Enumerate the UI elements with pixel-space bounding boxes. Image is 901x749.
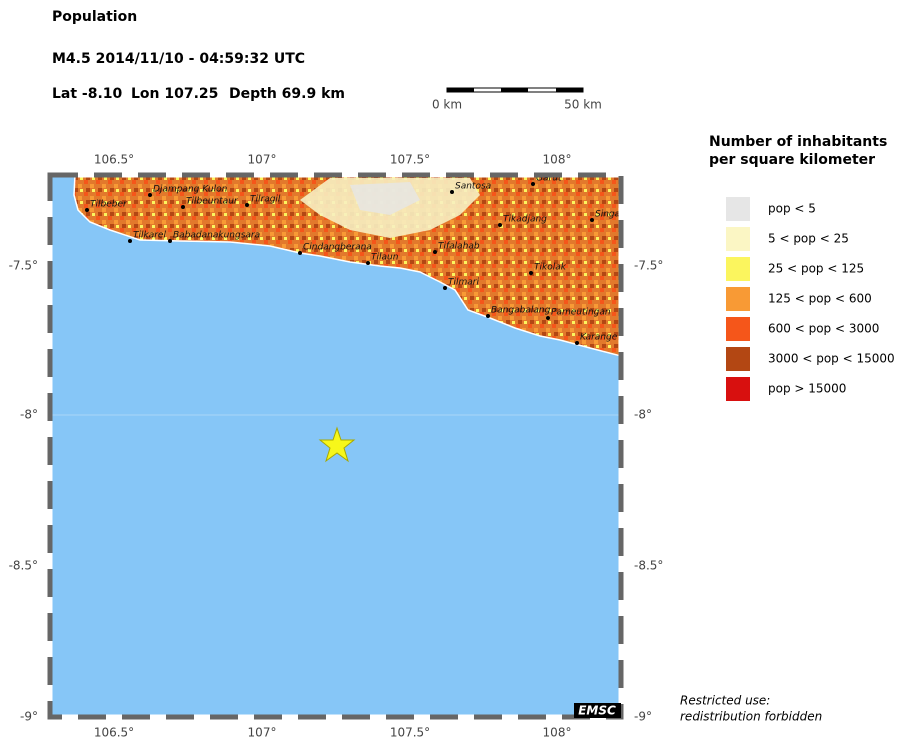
place-label: Tilbeuntaur [186,197,239,207]
lat-label: -7.5° [634,259,663,273]
legend-swatch [726,347,750,371]
scale-end: 50 km [564,98,602,112]
place-dot [443,286,447,290]
place-label: Santosa [455,182,491,192]
place-dot [366,261,370,265]
place-label: Tikadjang [503,215,547,225]
place-dot [85,208,89,212]
place-label: Bangabalang [491,306,551,316]
place-label: Tikolak [534,263,567,273]
longitude: Lon 107.25 [131,86,218,102]
legend-title: Number of inhabitants [709,134,887,150]
place-dot [498,223,502,227]
lat-label: -8.5° [634,559,663,573]
legend-label: 600 < pop < 3000 [768,322,879,336]
note: Restricted use: [680,694,770,708]
place-label: Cindangberana [303,243,372,253]
legend-label: 125 < pop < 600 [768,292,872,306]
latitude: Lat -8.10 [52,86,123,102]
note: redistribution forbidden [680,710,822,724]
lat-label: -9° [20,710,38,724]
place-dot [450,190,454,194]
lat-label: -9° [634,710,652,724]
place-dot [546,316,550,320]
lon-label: 107° [248,153,277,167]
lat-label: -8° [634,408,652,422]
legend-title: per square kilometer [709,152,875,168]
depth: Depth 69.9 km [229,86,345,102]
lon-label: 106.5° [94,726,134,740]
legend-swatch [726,377,750,401]
legend-label: 3000 < pop < 15000 [768,352,895,366]
place-dot [168,239,172,243]
watermark: EMSC [578,704,616,718]
place-dot [181,205,185,209]
place-dot [531,182,535,186]
legend-swatch [726,227,750,251]
place-dot [245,203,249,207]
place-dot [128,239,132,243]
scale-start: 0 km [432,98,462,112]
place-label: Tilbeber [90,200,128,210]
place-label: Singa [595,210,620,220]
legend-label: pop > 15000 [768,382,846,396]
lat-label: -7.5° [9,259,38,273]
legend-swatch [726,287,750,311]
place-dot [529,271,533,275]
scale-bar: 0 km 50 km [432,87,602,112]
map-area: Tilbeber Djampang Kulon Tilbeuntaur Tilragi… [50,174,621,717]
place-label: Babadanakungsara [173,231,260,241]
legend-swatch [726,257,750,281]
legend-label: 25 < pop < 125 [768,262,864,276]
lat-label: -8.5° [9,559,38,573]
place-dot [575,341,579,345]
legend-label: pop < 5 [768,202,816,216]
lon-label: 107° [248,726,277,740]
legend-swatch [726,317,750,341]
place-dot [148,193,152,197]
place-label: Tifalahab [438,242,480,252]
title: Population [52,9,137,25]
lon-label: 108° [543,726,572,740]
legend-swatch [726,197,750,221]
event-info: M4.5 2014/11/10 - 04:59:32 UTC [52,51,305,67]
map-frame [47,172,624,720]
land [73,175,621,357]
place-label: Djampang Kulon [153,185,228,195]
place-label: Tilmari [448,278,479,288]
lon-label: 107.5° [390,726,430,740]
lon-label: 106.5° [94,153,134,167]
epicenter-star [318,426,356,463]
place-label: Tilkarel [133,231,166,241]
lat-label: -8° [20,408,38,422]
lon-label: 108° [543,153,572,167]
place-dot [590,218,594,222]
lon-label: 107.5° [390,153,430,167]
place-label: Tilaun [371,253,399,263]
place-dot [298,251,302,255]
place-dot [486,314,490,318]
place-label: Garut [536,174,562,184]
place-dot [433,250,437,254]
place-label: Karange [580,333,618,343]
place-label: Pameutingan [551,308,611,318]
place-label: Tilragil [250,195,281,205]
legend-label: 5 < pop < 25 [768,232,849,246]
